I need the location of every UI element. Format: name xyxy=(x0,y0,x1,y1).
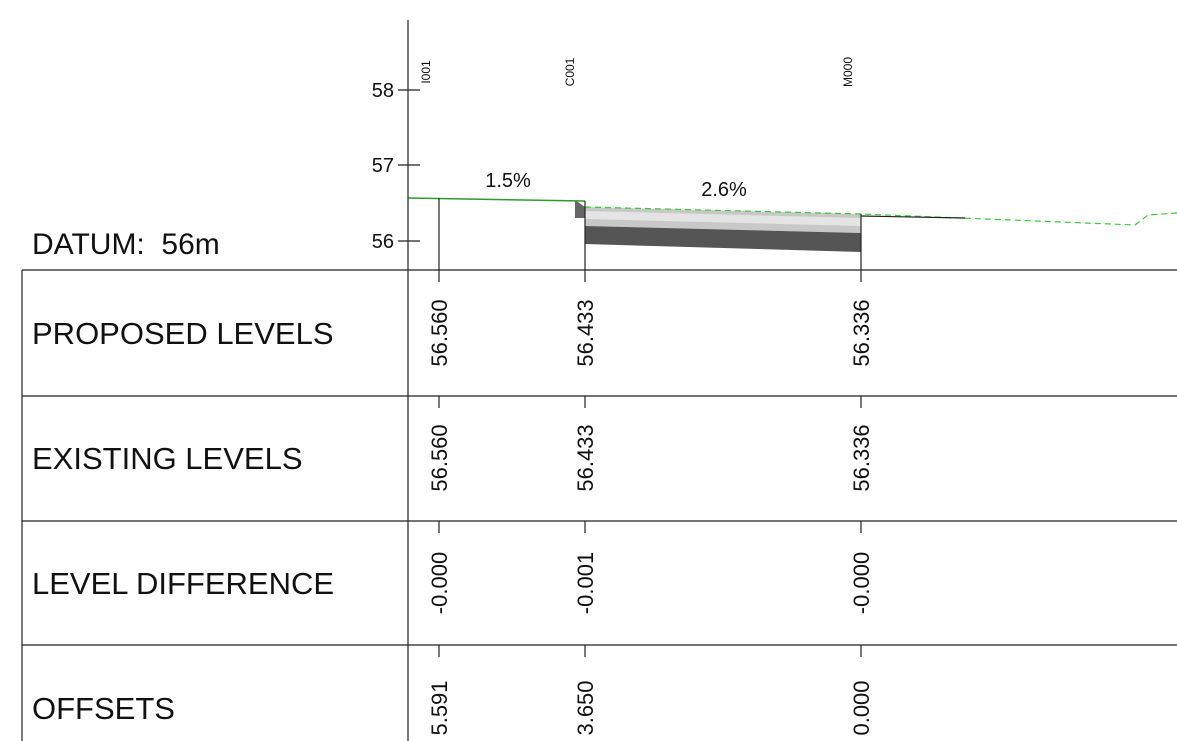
grade-label: 1.5% xyxy=(485,170,531,192)
station-label: M000 xyxy=(841,57,855,87)
kerb xyxy=(575,200,585,218)
row-value: 56.560 xyxy=(427,424,452,491)
row-value: -0.000 xyxy=(849,552,874,614)
row-value: -0.001 xyxy=(573,552,598,614)
row-value: 56.433 xyxy=(573,424,598,491)
grade-label: 2.6% xyxy=(701,179,747,201)
axis-tick-label: 57 xyxy=(372,155,394,177)
axis-tick-label: 58 xyxy=(372,80,394,102)
row-label: OFFSETS xyxy=(32,691,175,726)
row-value: 3.650 xyxy=(573,680,598,735)
table-rows: PROPOSED LEVELS 56.560 56.433 56.336 EXISTIN… xyxy=(32,270,874,736)
existing-ground-dashed xyxy=(584,206,1177,226)
station-label: C001 xyxy=(563,57,577,86)
base-layer xyxy=(585,226,861,252)
row-label: LEVEL DIFFERENCE xyxy=(32,566,334,601)
row-value: 56.433 xyxy=(573,299,598,366)
axis-tick-label: 56 xyxy=(372,231,394,253)
row-value: 5.591 xyxy=(427,680,452,735)
surface-layer-top xyxy=(585,211,861,226)
row-value: 56.336 xyxy=(849,299,874,366)
row-value: 56.336 xyxy=(849,424,874,491)
row-value: -0.000 xyxy=(427,552,452,614)
verge-line xyxy=(860,215,966,219)
datum-label: DATUM: 56m xyxy=(32,228,220,261)
row-value: 56.560 xyxy=(427,299,452,366)
existing-ground xyxy=(407,197,586,202)
station-label: I001 xyxy=(419,60,433,84)
row-label: EXISTING LEVELS xyxy=(32,441,303,476)
row-label: PROPOSED LEVELS xyxy=(32,316,334,351)
row-value: 0.000 xyxy=(849,680,874,735)
